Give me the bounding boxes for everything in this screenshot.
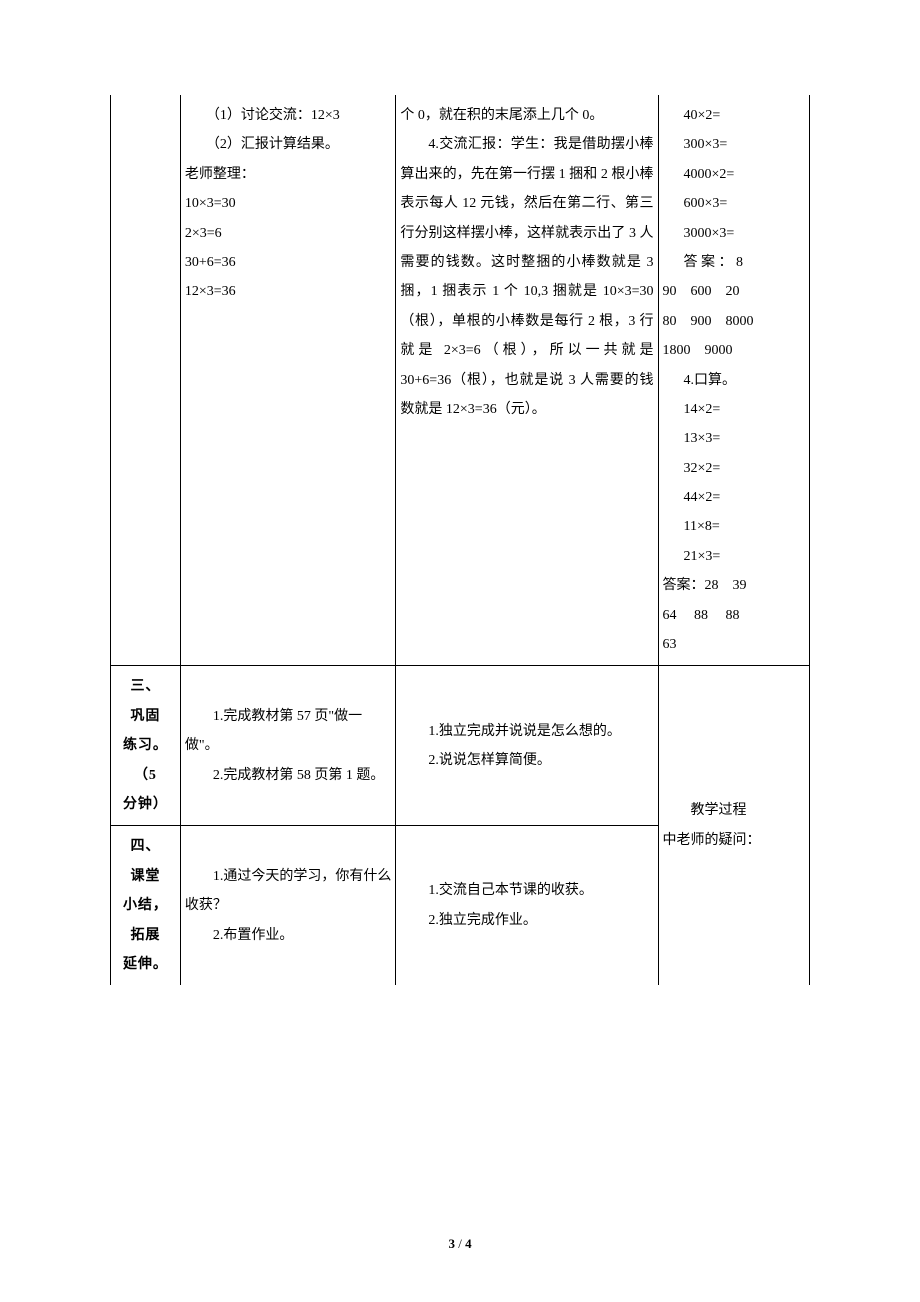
text: 600×3= [663, 189, 805, 218]
text: 10×3=30 [185, 189, 392, 218]
text: 4000×2= [663, 160, 805, 189]
text: （1）讨论交流：12×3 [185, 101, 392, 130]
student-activity-cell: 1.交流自己本节课的收获。 2.独立完成作业。 [396, 826, 658, 985]
page-footer: 3 / 4 [0, 1236, 920, 1252]
text: 90 600 20 [663, 277, 805, 306]
text: 2.说说怎样算简便。 [400, 746, 653, 775]
text: 1.通过今天的学习，你有什么收获？ [185, 862, 392, 921]
page-sep: / [455, 1236, 465, 1251]
text: 80 900 8000 [663, 307, 805, 336]
text: （5 [115, 761, 176, 790]
text: 1800 9000 [663, 336, 805, 365]
text: 答 案 ： 8 [663, 248, 805, 277]
text: 2.完成教材第 58 页第 1 题。 [185, 761, 392, 790]
stage-col-empty [111, 95, 181, 666]
text: 1.交流自己本节课的收获。 [400, 876, 653, 905]
text: 3000×3= [663, 219, 805, 248]
text: 44×2= [663, 483, 805, 512]
text: 4.口算。 [663, 366, 805, 395]
text: 中老师的疑问： [663, 826, 805, 855]
table-row: 三、 巩固 练习。 （5 分钟） 1.完成教材第 57 页"做一做"。 2.完成… [111, 666, 810, 826]
page: （1）讨论交流：12×3 （2）汇报计算结果。 老师整理： 10×3=30 2×… [0, 0, 920, 1302]
text: 拓展 [115, 921, 176, 950]
stage-label: 三、 巩固 练习。 （5 分钟） [111, 666, 181, 826]
text: 300×3= [663, 130, 805, 159]
text: 32×2= [663, 454, 805, 483]
text: （2）汇报计算结果。 [185, 130, 392, 159]
text: 11×8= [663, 512, 805, 541]
text: 30+6=36 [185, 248, 392, 277]
text: 21×3= [663, 542, 805, 571]
text: 练习。 [115, 731, 176, 760]
text: 答案：28 39 [663, 571, 805, 600]
text: 分钟） [115, 790, 176, 819]
stage-label: 四、 课堂 小结， 拓展 延伸。 [111, 826, 181, 985]
text: 2.布置作业。 [185, 921, 392, 950]
text: 2×3=6 [185, 219, 392, 248]
text: 三、 [115, 672, 176, 701]
page-total: 4 [465, 1236, 472, 1251]
student-activity-cell: 1.独立完成并说说是怎么想的。 2.说说怎样算简便。 [396, 666, 658, 826]
teacher-activity-cell: 1.完成教材第 57 页"做一做"。 2.完成教材第 58 页第 1 题。 [180, 666, 396, 826]
text: 14×2= [663, 395, 805, 424]
text: 4.交流汇报：学生：我是借助摆小棒算出来的，先在第一行摆 1 捆和 2 根小棒表… [400, 130, 653, 424]
text: 63 [663, 630, 805, 659]
text: 巩固 [115, 702, 176, 731]
text: 40×2= [663, 101, 805, 130]
text: 课堂 [115, 862, 176, 891]
text: 延伸。 [115, 950, 176, 979]
text: 教学过程 [663, 796, 805, 825]
teacher-notes-cell: 教学过程 中老师的疑问： [658, 666, 809, 985]
table-row: （1）讨论交流：12×3 （2）汇报计算结果。 老师整理： 10×3=30 2×… [111, 95, 810, 666]
text: 64 88 88 [663, 601, 805, 630]
text: 2.独立完成作业。 [400, 906, 653, 935]
lesson-table: （1）讨论交流：12×3 （2）汇报计算结果。 老师整理： 10×3=30 2×… [110, 95, 810, 985]
exercise-cell: 40×2= 300×3= 4000×2= 600×3= 3000×3= 答 案 … [658, 95, 809, 666]
text: 个 0，就在积的末尾添上几个 0。 [400, 101, 653, 130]
text: 12×3=36 [185, 277, 392, 306]
text: 老师整理： [185, 160, 392, 189]
text: 13×3= [663, 424, 805, 453]
student-activity-cell: 个 0，就在积的末尾添上几个 0。 4.交流汇报：学生：我是借助摆小棒算出来的，… [396, 95, 658, 666]
text: 四、 [115, 832, 176, 861]
text: 1.完成教材第 57 页"做一做"。 [185, 702, 392, 761]
teacher-activity-cell: 1.通过今天的学习，你有什么收获？ 2.布置作业。 [180, 826, 396, 985]
text: 1.独立完成并说说是怎么想的。 [400, 717, 653, 746]
teacher-activity-cell: （1）讨论交流：12×3 （2）汇报计算结果。 老师整理： 10×3=30 2×… [180, 95, 396, 666]
text: 小结， [115, 891, 176, 920]
